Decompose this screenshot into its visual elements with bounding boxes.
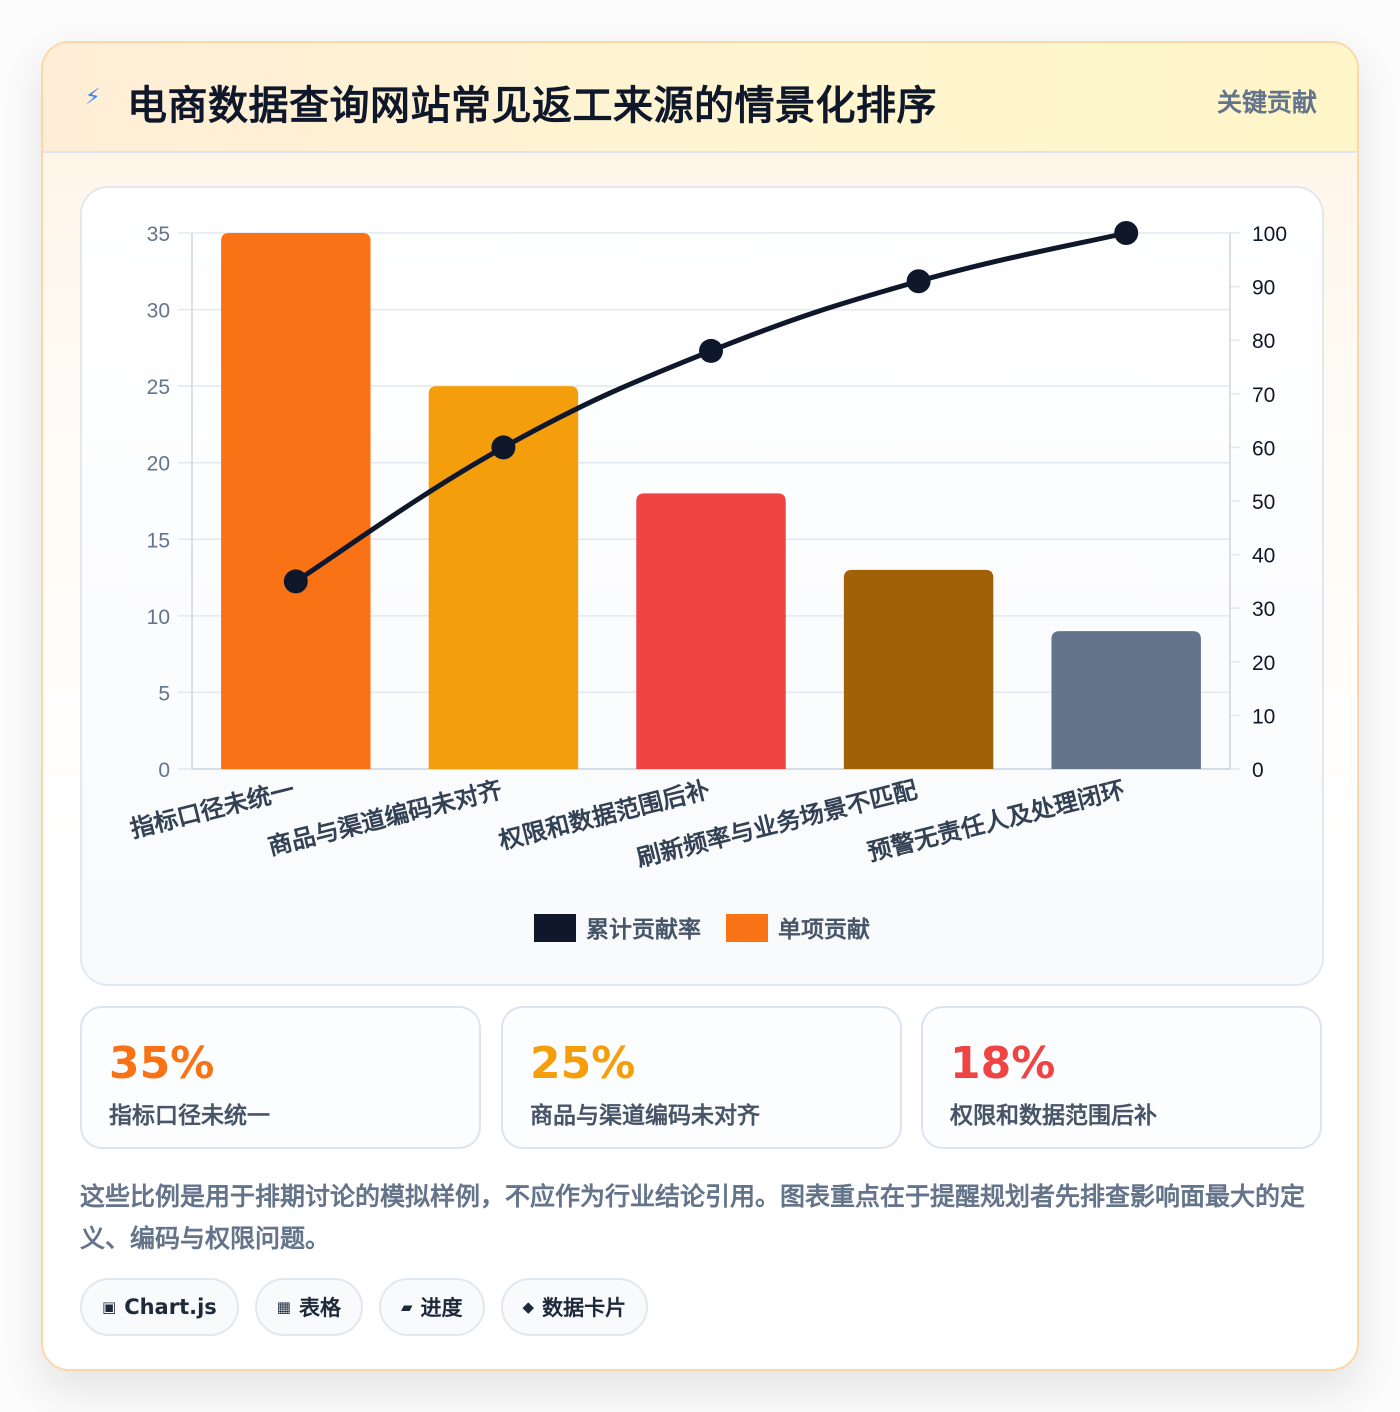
cumulative-point <box>906 269 931 294</box>
stat-card-1: 35% 指标口径未统一 <box>80 1006 481 1149</box>
progress-icon: ▰ <box>400 1298 413 1316</box>
pareto-chart: 051015202530350102030405060708090100指标口径… <box>127 221 1287 943</box>
y-left-tick-label: 35 <box>147 223 170 246</box>
y-right-tick-label: 90 <box>1252 277 1275 300</box>
legend-swatch <box>726 914 768 942</box>
chart-panel: 0 5 10 15 20 25 30 35 0 10 20 30 40 50 60 70 80 90 100 指标口径… <box>80 186 1324 986</box>
y-right-tick-label: 80 <box>1252 330 1275 353</box>
bar <box>221 233 371 769</box>
page-title: 电商数据查询网站常见返工来源的情景化排序 <box>127 83 937 129</box>
y-right-tick-label: 40 <box>1252 545 1275 568</box>
stat-card-3: 18% 权限和数据范围后补 <box>921 1006 1322 1149</box>
chip-progress[interactable]: ▰ 进度 <box>378 1278 485 1336</box>
bar <box>843 569 994 769</box>
stat-label: 指标口径未统一 <box>109 1103 270 1129</box>
y-right-tick-label: 30 <box>1252 598 1275 621</box>
legend-swatch <box>534 914 576 942</box>
legend-label: 累计贡献率 <box>586 916 701 943</box>
card-header: ⚡ 电商数据查询网站常见返工来源的情景化排序 关键贡献 <box>43 43 1357 153</box>
y-left-tick-label: 25 <box>147 376 170 399</box>
chip-table[interactable]: ▦ 表格 <box>254 1278 363 1336</box>
y-right-tick-label: 50 <box>1252 491 1275 514</box>
y-left-tick-label: 5 <box>158 682 170 705</box>
footnote: 这些比例是用于排期讨论的模拟样例，不应作为行业结论引用。图表重点在于提醒规划者先… <box>80 1182 1306 1253</box>
cumulative-point <box>491 435 516 460</box>
bar <box>428 386 579 769</box>
tag-chips: ▣ Chart.js ▦ 表格 ▰ 进度 ◆ 数据卡片 <box>80 1278 649 1336</box>
chip-label: Chart.js <box>124 1295 217 1319</box>
x-tick-label: 商品与渠道编码未对齐 <box>265 775 506 860</box>
y-left-tick-label: 30 <box>147 300 170 323</box>
y-right-tick-label: 10 <box>1252 705 1275 728</box>
y-left-tick-label: 0 <box>158 759 170 782</box>
chart-icon: ▣ <box>102 1298 117 1316</box>
stat-value: 18% <box>950 1038 1056 1089</box>
cumulative-point <box>283 569 308 594</box>
cumulative-point <box>699 338 723 363</box>
y-right-tick-label: 70 <box>1252 384 1275 407</box>
lightning-icon: ⚡ <box>85 85 101 110</box>
card-icon: ◆ <box>522 1298 535 1316</box>
chip-data-card[interactable]: ◆ 数据卡片 <box>500 1278 649 1336</box>
cumulative-point <box>1114 221 1139 245</box>
header-badge: 关键贡献 <box>1216 88 1317 117</box>
bar <box>636 493 786 769</box>
y-left-tick-label: 15 <box>147 529 170 552</box>
y-right-tick-label: 20 <box>1252 652 1275 675</box>
y-right-tick-label: 100 <box>1252 223 1287 246</box>
y-right-tick-label: 60 <box>1252 437 1275 460</box>
legend-label: 单项贡献 <box>778 917 870 943</box>
chip-chartjs[interactable]: ▣ Chart.js <box>80 1278 239 1336</box>
y-right-tick-label: 0 <box>1252 759 1264 782</box>
y-left-tick-label: 10 <box>147 606 170 629</box>
stat-label: 商品与渠道编码未对齐 <box>530 1103 760 1129</box>
stat-card-2: 25% 商品与渠道编码未对齐 <box>501 1006 902 1149</box>
stat-value: 35% <box>109 1038 215 1089</box>
chip-label: 表格 <box>298 1296 341 1320</box>
bar <box>1051 631 1201 769</box>
table-icon: ▦ <box>276 1298 291 1316</box>
y-left-tick-label: 20 <box>147 453 170 476</box>
report-card: ⚡ 电商数据查询网站常见返工来源的情景化排序 关键贡献 0 5 10 15 20 25 30… <box>41 41 1359 1371</box>
chip-label: 数据卡片 <box>542 1296 627 1320</box>
chip-label: 进度 <box>420 1296 463 1320</box>
stat-label: 权限和数据范围后补 <box>950 1103 1157 1129</box>
stat-value: 25% <box>530 1038 636 1089</box>
